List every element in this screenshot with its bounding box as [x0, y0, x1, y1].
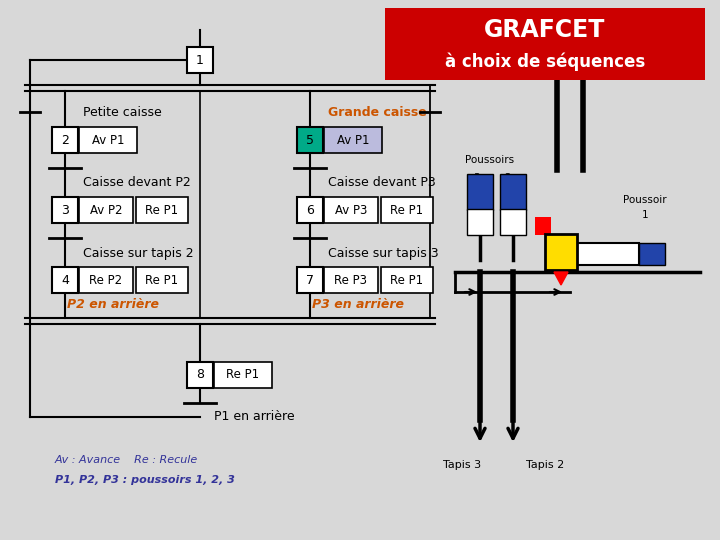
Text: 7: 7 [306, 273, 314, 287]
Text: 8: 8 [196, 368, 204, 381]
Text: à choix de séquences: à choix de séquences [445, 53, 645, 71]
Text: Av : Avance    Re : Recule: Av : Avance Re : Recule [55, 455, 198, 465]
Text: Av P2: Av P2 [90, 204, 122, 217]
Text: Petite caisse: Petite caisse [83, 105, 162, 118]
Bar [639, 243, 665, 265]
Bar [500, 174, 526, 210]
Text: 6: 6 [306, 204, 314, 217]
Text: P3 en arrière: P3 en arrière [312, 298, 404, 310]
Bar [577, 243, 639, 265]
Text: P1 en arrière: P1 en arrière [214, 410, 294, 423]
Bar [52, 197, 78, 223]
Bar [52, 127, 78, 153]
Text: Av P1: Av P1 [337, 133, 369, 146]
Text: P2 en arrière: P2 en arrière [67, 298, 159, 310]
Text: Re P1: Re P1 [226, 368, 260, 381]
Text: Av P1: Av P1 [91, 133, 125, 146]
Text: Caisse sur tapis 3: Caisse sur tapis 3 [328, 246, 438, 260]
Bar [535, 217, 551, 235]
Polygon shape [554, 272, 568, 285]
Text: 2: 2 [61, 133, 69, 146]
Text: 4: 4 [61, 273, 69, 287]
Text: Re P1: Re P1 [390, 204, 423, 217]
Text: Poussoir: Poussoir [624, 195, 667, 205]
Bar [324, 267, 378, 293]
Text: P1, P2, P3 : poussoirs 1, 2, 3: P1, P2, P3 : poussoirs 1, 2, 3 [55, 475, 235, 485]
Bar [297, 197, 323, 223]
Text: Grande caisse: Grande caisse [328, 105, 427, 118]
Text: 3: 3 [473, 173, 480, 183]
Bar [136, 197, 188, 223]
Bar [545, 234, 577, 270]
Text: 2: 2 [505, 173, 511, 183]
Bar [297, 267, 323, 293]
Bar [187, 47, 213, 73]
Bar [500, 209, 526, 235]
Text: GRAFCET: GRAFCET [485, 18, 606, 42]
Bar [214, 362, 272, 388]
Bar [136, 267, 188, 293]
Bar [187, 362, 213, 388]
Bar [381, 197, 433, 223]
Text: Caisse devant P2: Caisse devant P2 [83, 176, 191, 188]
Text: Tapis 1: Tapis 1 [551, 25, 589, 35]
Bar [385, 8, 705, 80]
Text: Tapis 3: Tapis 3 [443, 460, 481, 470]
Bar [52, 267, 78, 293]
Bar [297, 127, 323, 153]
Bar [79, 127, 137, 153]
Text: 5: 5 [306, 133, 314, 146]
Bar [381, 267, 433, 293]
Bar [467, 209, 493, 235]
Bar [324, 197, 378, 223]
Text: Re P3: Re P3 [335, 273, 367, 287]
Text: Re P2: Re P2 [89, 273, 122, 287]
Text: Re P1: Re P1 [145, 273, 179, 287]
Text: Caisse sur tapis 2: Caisse sur tapis 2 [83, 246, 194, 260]
Bar [324, 127, 382, 153]
Text: 3: 3 [61, 204, 69, 217]
Text: Av P3: Av P3 [335, 204, 367, 217]
Text: Poussoirs: Poussoirs [465, 155, 515, 165]
Text: Caisse devant P3: Caisse devant P3 [328, 176, 436, 188]
Text: Re P1: Re P1 [145, 204, 179, 217]
Bar [467, 174, 493, 210]
Bar [79, 197, 133, 223]
Text: 1: 1 [196, 53, 204, 66]
Text: Re P1: Re P1 [390, 273, 423, 287]
Text: 1: 1 [642, 210, 648, 220]
Text: Tapis 2: Tapis 2 [526, 460, 564, 470]
Bar [79, 267, 133, 293]
